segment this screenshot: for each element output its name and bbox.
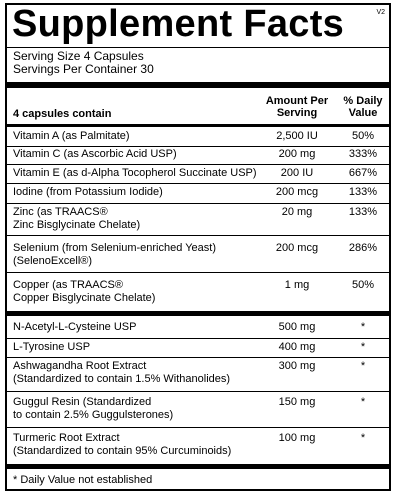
title-rule xyxy=(7,47,389,48)
row-divider xyxy=(7,338,389,339)
ingredient-name: L-Tyrosine USP xyxy=(13,341,91,353)
row-divider xyxy=(7,391,389,392)
heavy-rule-middle xyxy=(7,311,389,316)
ingredient-daily-value: * xyxy=(360,341,366,353)
row-divider xyxy=(7,235,389,236)
ingredient-name-line1: Guggul Resin (Standardized xyxy=(13,396,152,408)
ingredient-name-line1: Ashwagandha Root Extract xyxy=(13,360,147,372)
nutrient-name: Zinc (as TRAACS® Zinc Bisglycinate Chela… xyxy=(13,206,258,232)
ingredient-name-line2: to contain 2.5% Guggulsterones) xyxy=(13,409,174,421)
row-divider xyxy=(7,183,389,184)
row-divider xyxy=(7,203,389,204)
ingredient-daily-value: * xyxy=(360,360,366,372)
nutrient-daily-value: 133% xyxy=(348,186,378,198)
nutrient-name: Selenium (from Selenium-enriched Yeast) … xyxy=(13,242,258,268)
heavy-rule-bottom xyxy=(7,464,389,469)
nutrient-amount: 1 mg xyxy=(284,279,310,291)
nutrient-name: Copper (as TRAACS® Copper Bisglycinate C… xyxy=(13,279,258,305)
nutrient-name: Vitamin E (as d-Alpha Tocopherol Succina… xyxy=(13,167,257,179)
row-divider xyxy=(7,146,389,147)
nutrient-daily-value: 133% xyxy=(348,206,378,218)
ingredient-name-line2: (Standardized to contain 1.5% Withanolid… xyxy=(13,373,231,385)
nutrient-amount: 200 mcg xyxy=(275,186,319,198)
nutrient-daily-value: 286% xyxy=(348,242,378,254)
daily-value-footnote: * Daily Value not established xyxy=(13,474,153,486)
row-divider xyxy=(7,272,389,273)
nutrient-name-line1: Copper (as TRAACS® xyxy=(13,279,123,291)
nutrient-name: Vitamin C (as Ascorbic Acid USP) xyxy=(13,148,177,160)
ingredient-name: N-Acetyl-L-Cysteine USP xyxy=(13,321,137,333)
ingredient-amount: 500 mg xyxy=(278,321,316,333)
ingredient-amount: 150 mg xyxy=(278,396,316,408)
nutrient-name-line2: Zinc Bisglycinate Chelate) xyxy=(13,219,141,231)
amount-header-line1: Amount Per xyxy=(265,95,329,107)
ingredient-amount: 100 mg xyxy=(278,432,316,444)
nutrient-name-line2: Copper Bisglycinate Chelate) xyxy=(13,292,156,304)
nutrient-amount: 200 mg xyxy=(278,148,316,160)
panel-title: Supplement Facts xyxy=(12,3,345,45)
nutrient-name-line2: (SelenoExcell®) xyxy=(13,255,93,267)
amount-header-line2: Serving xyxy=(276,107,318,119)
nutrient-daily-value: 50% xyxy=(351,279,375,291)
nutrient-amount: 200 mcg xyxy=(275,242,319,254)
supplement-facts-panel: Supplement Facts V2 Serving Size 4 Capsu… xyxy=(5,3,391,491)
ingredient-amount: 400 mg xyxy=(278,341,316,353)
serving-size: Serving Size 4 Capsules xyxy=(13,49,144,63)
heavy-rule-top xyxy=(7,82,389,88)
daily-value-header-line1: % Daily xyxy=(343,95,383,107)
ingredient-name-line2: (Standardized to contain 95% Curcuminoid… xyxy=(13,445,232,457)
ingredient-name: Ashwagandha Root Extract (Standardized t… xyxy=(13,360,258,386)
ingredient-daily-value: * xyxy=(360,432,366,444)
nutrient-amount: 200 IU xyxy=(280,167,314,179)
row-divider xyxy=(7,357,389,358)
nutrient-name-line1: Selenium (from Selenium-enriched Yeast) xyxy=(13,242,216,254)
nutrient-amount: 2,500 IU xyxy=(276,130,318,142)
nutrient-name: Iodine (from Potassium Iodide) xyxy=(13,186,163,198)
ingredient-name-line1: Turmeric Root Extract xyxy=(13,432,120,444)
contains-header: 4 capsules contain xyxy=(13,108,112,120)
ingredient-name: Guggul Resin (Standardized to contain 2.… xyxy=(13,396,258,422)
nutrient-amount: 20 mg xyxy=(281,206,313,218)
ingredient-amount: 300 mg xyxy=(278,360,316,372)
row-divider xyxy=(7,164,389,165)
amount-header: Amount Per Serving xyxy=(257,95,337,119)
header-rule xyxy=(7,124,389,127)
servings-per-container: Servings Per Container 30 xyxy=(13,62,154,76)
ingredient-daily-value: * xyxy=(360,396,366,408)
ingredient-name: Turmeric Root Extract (Standardized to c… xyxy=(13,432,258,458)
row-divider xyxy=(7,427,389,428)
ingredient-daily-value: * xyxy=(360,321,366,333)
nutrient-name: Vitamin A (as Palmitate) xyxy=(13,130,130,142)
daily-value-header-line2: Value xyxy=(348,107,378,119)
daily-value-header: % Daily Value xyxy=(339,95,387,119)
nutrient-daily-value: 50% xyxy=(351,130,375,142)
version-code: V2 xyxy=(376,9,385,16)
nutrient-name-line1: Zinc (as TRAACS® xyxy=(13,206,108,218)
nutrient-daily-value: 333% xyxy=(348,148,378,160)
nutrient-daily-value: 667% xyxy=(348,167,378,179)
